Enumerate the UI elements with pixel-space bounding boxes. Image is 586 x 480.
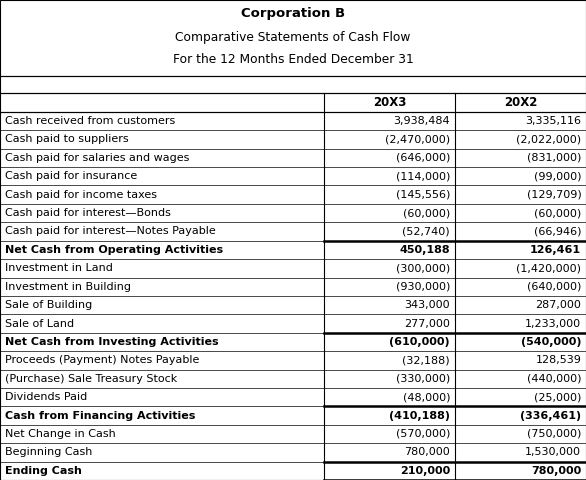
Text: (66,946): (66,946) <box>534 227 581 237</box>
Text: (330,000): (330,000) <box>396 374 450 384</box>
Text: (60,000): (60,000) <box>403 208 450 218</box>
Text: 3,938,484: 3,938,484 <box>393 116 450 126</box>
Text: 450,188: 450,188 <box>400 245 450 255</box>
Bar <box>0 0 586 76</box>
Text: Net Cash from Investing Activities: Net Cash from Investing Activities <box>5 337 219 347</box>
Text: (336,461): (336,461) <box>520 410 581 420</box>
Text: Investment in Building: Investment in Building <box>5 282 131 292</box>
Text: (60,000): (60,000) <box>534 208 581 218</box>
Bar <box>0 76 586 93</box>
Text: (2,022,000): (2,022,000) <box>516 134 581 144</box>
Text: Cash paid for interest—Notes Payable: Cash paid for interest—Notes Payable <box>5 227 216 237</box>
Text: 20X2: 20X2 <box>504 96 537 109</box>
Text: 128,539: 128,539 <box>536 355 581 365</box>
Text: (1,420,000): (1,420,000) <box>516 264 581 273</box>
Text: Cash paid for interest—Bonds: Cash paid for interest—Bonds <box>5 208 171 218</box>
Text: Cash paid for salaries and wages: Cash paid for salaries and wages <box>5 153 189 163</box>
Text: 287,000: 287,000 <box>536 300 581 310</box>
Text: Comparative Statements of Cash Flow: Comparative Statements of Cash Flow <box>175 31 411 45</box>
Text: (129,709): (129,709) <box>527 190 581 200</box>
Text: 3,335,116: 3,335,116 <box>525 116 581 126</box>
Text: Cash from Financing Activities: Cash from Financing Activities <box>5 410 195 420</box>
Text: (99,000): (99,000) <box>534 171 581 181</box>
Text: Investment in Land: Investment in Land <box>5 264 113 273</box>
Text: Proceeds (Payment) Notes Payable: Proceeds (Payment) Notes Payable <box>5 355 199 365</box>
Text: (570,000): (570,000) <box>396 429 450 439</box>
Text: (640,000): (640,000) <box>527 282 581 292</box>
Text: (145,556): (145,556) <box>396 190 450 200</box>
Text: (540,000): (540,000) <box>521 337 581 347</box>
Text: (Purchase) Sale Treasury Stock: (Purchase) Sale Treasury Stock <box>5 374 177 384</box>
Text: (52,740): (52,740) <box>403 227 450 237</box>
Text: Dividends Paid: Dividends Paid <box>5 392 87 402</box>
Text: 1,233,000: 1,233,000 <box>525 319 581 328</box>
Text: (2,470,000): (2,470,000) <box>385 134 450 144</box>
Text: 1,530,000: 1,530,000 <box>525 447 581 457</box>
Text: 780,000: 780,000 <box>404 447 450 457</box>
Text: 277,000: 277,000 <box>404 319 450 328</box>
Text: Sale of Building: Sale of Building <box>5 300 92 310</box>
Text: (300,000): (300,000) <box>396 264 450 273</box>
Text: Cash received from customers: Cash received from customers <box>5 116 175 126</box>
Text: Net Change in Cash: Net Change in Cash <box>5 429 115 439</box>
Text: 126,461: 126,461 <box>530 245 581 255</box>
Text: (32,188): (32,188) <box>403 355 450 365</box>
Text: Net Cash from Operating Activities: Net Cash from Operating Activities <box>5 245 223 255</box>
Text: 780,000: 780,000 <box>531 466 581 476</box>
Text: For the 12 Months Ended December 31: For the 12 Months Ended December 31 <box>173 53 413 66</box>
Text: (930,000): (930,000) <box>396 282 450 292</box>
Text: (48,000): (48,000) <box>403 392 450 402</box>
Bar <box>0 112 586 480</box>
Text: (831,000): (831,000) <box>527 153 581 163</box>
Text: Cash paid for income taxes: Cash paid for income taxes <box>5 190 156 200</box>
Text: (440,000): (440,000) <box>527 374 581 384</box>
Text: 210,000: 210,000 <box>400 466 450 476</box>
Text: Sale of Land: Sale of Land <box>5 319 74 328</box>
Text: (610,000): (610,000) <box>390 337 450 347</box>
Text: 20X3: 20X3 <box>373 96 406 109</box>
Text: 343,000: 343,000 <box>404 300 450 310</box>
Text: (114,000): (114,000) <box>396 171 450 181</box>
Text: Beginning Cash: Beginning Cash <box>5 447 92 457</box>
Text: Cash paid for insurance: Cash paid for insurance <box>5 171 137 181</box>
Text: Corporation B: Corporation B <box>241 7 345 20</box>
Bar <box>0 93 586 112</box>
Text: (750,000): (750,000) <box>527 429 581 439</box>
Text: (25,000): (25,000) <box>534 392 581 402</box>
Text: Cash paid to suppliers: Cash paid to suppliers <box>5 134 128 144</box>
Text: Ending Cash: Ending Cash <box>5 466 81 476</box>
Text: (410,188): (410,188) <box>389 410 450 420</box>
Text: (646,000): (646,000) <box>396 153 450 163</box>
